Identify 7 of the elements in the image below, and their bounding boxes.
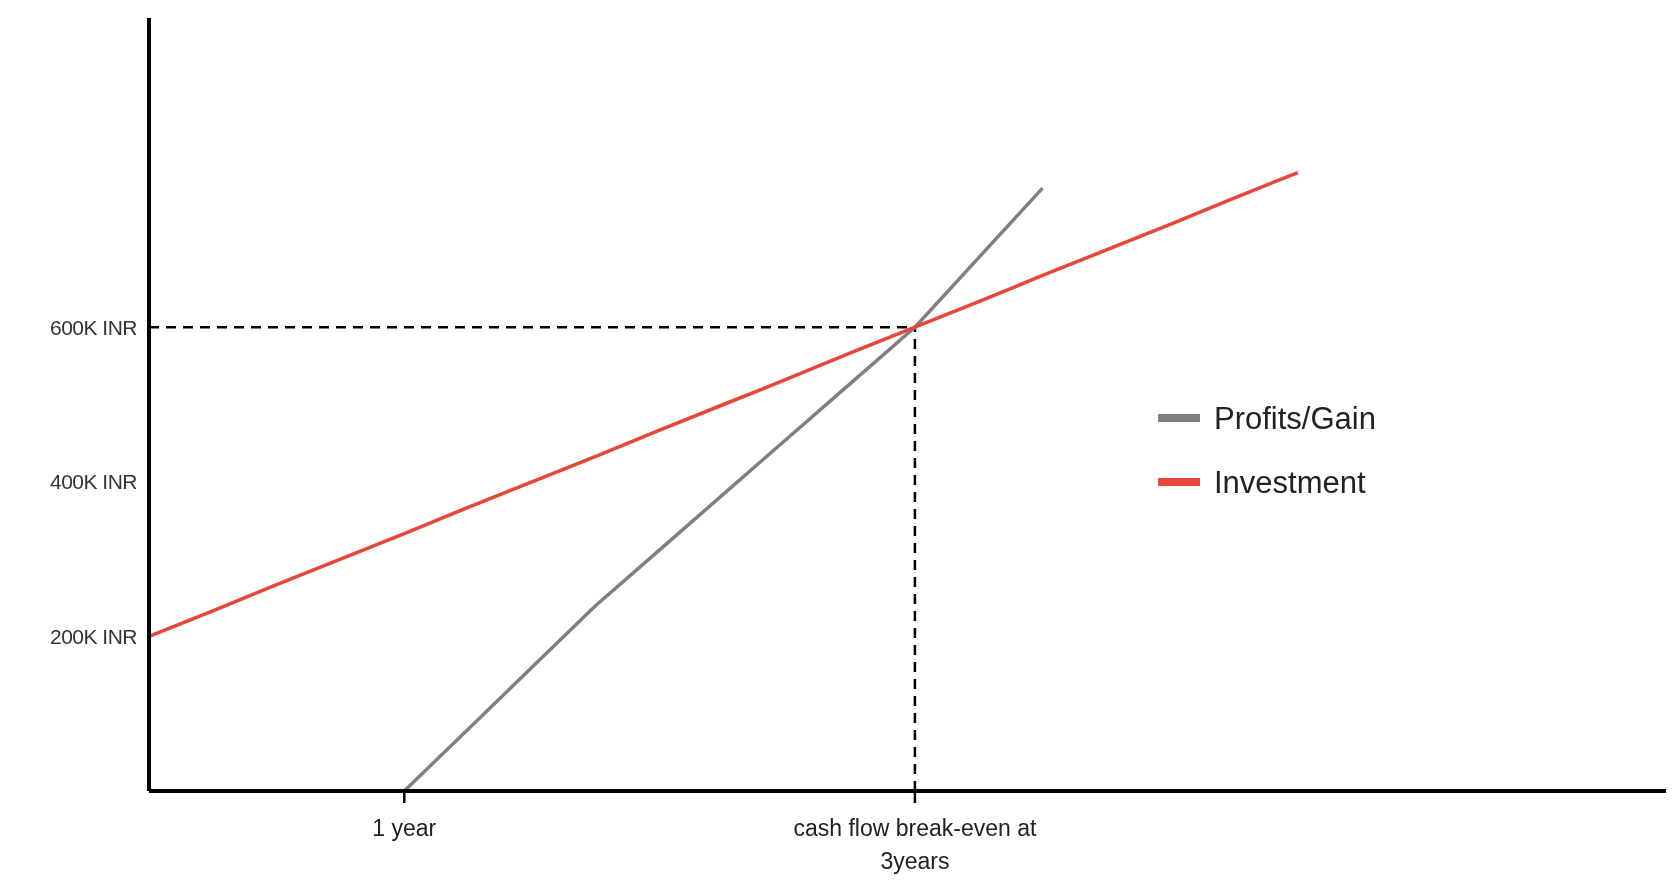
legend-label: Investment: [1214, 464, 1367, 500]
y-tick-label: 400K INR: [49, 470, 138, 494]
y-tick-label: 200K INR: [49, 624, 138, 648]
y-tick-label: 600K INR: [49, 315, 138, 339]
legend-label: Profits/Gain: [1214, 400, 1376, 436]
x-tick-label: 1 year: [372, 815, 437, 841]
x-tick-label: cash flow break-even at 3years: [793, 815, 1037, 874]
